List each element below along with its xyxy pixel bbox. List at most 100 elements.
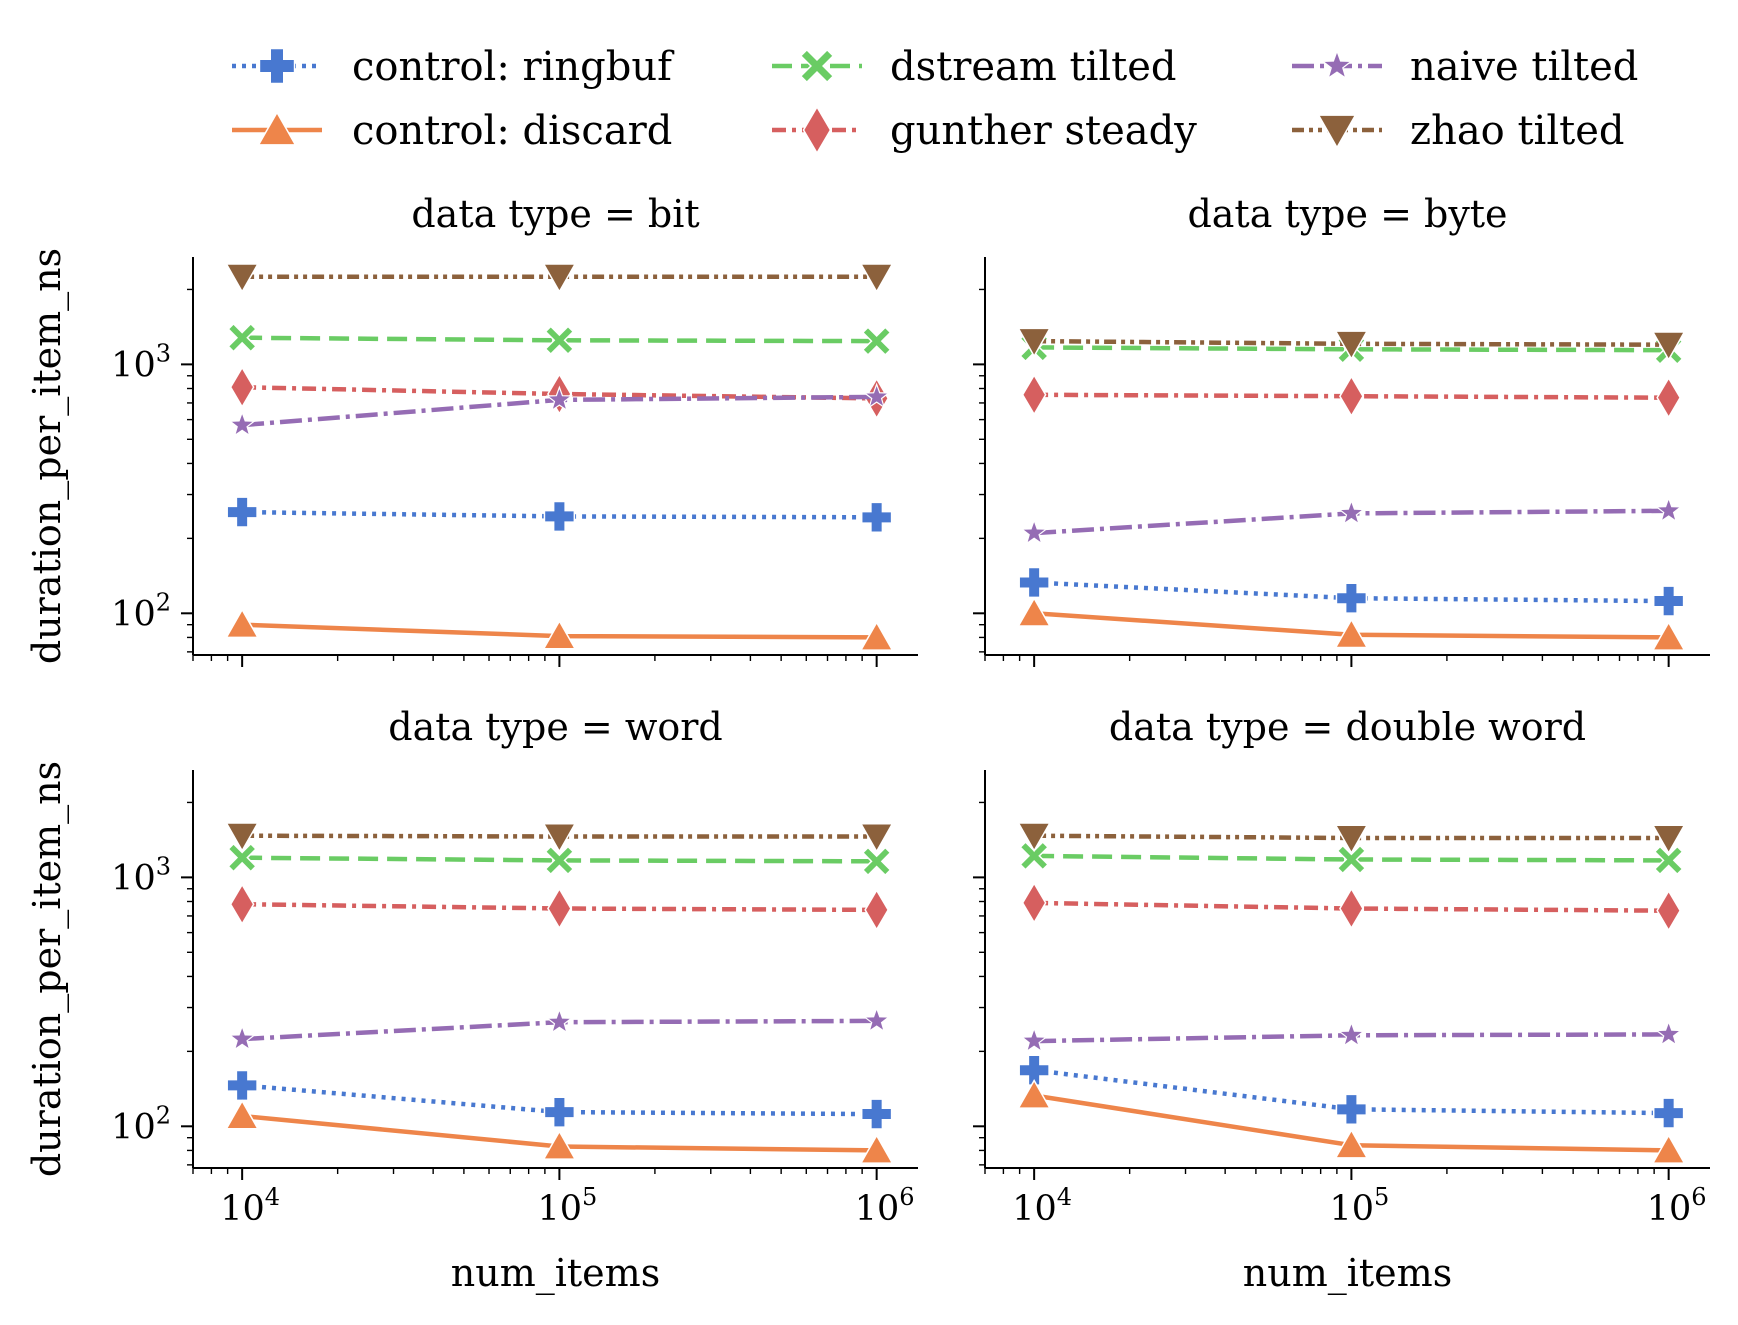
data-point (862, 1006, 891, 1033)
series-dstream-tilted (1019, 841, 1684, 876)
x-tick-label: 104 (1012, 1183, 1072, 1229)
data-point (226, 496, 258, 528)
data-point (226, 1069, 258, 1102)
panel-title: data type = bit (411, 192, 699, 236)
x-tick-label: 106 (1647, 1183, 1707, 1229)
data-point (859, 823, 894, 853)
series-control-discard (225, 1099, 894, 1164)
legend-marker-triangle-down (1317, 114, 1357, 150)
data-point (1336, 844, 1367, 875)
legend-item-control-discard: control: discard (232, 108, 672, 154)
data-point (1017, 822, 1052, 853)
data-point (1021, 881, 1047, 924)
y-axis-title: duration_per_item_ns (25, 761, 70, 1177)
series-line (242, 335, 877, 344)
data-point (545, 385, 574, 412)
y-tick-label: 103 (111, 339, 171, 385)
legend-marker-x (799, 48, 835, 84)
series-control-ringbuf (226, 496, 893, 534)
data-point (542, 263, 577, 294)
data-point (544, 325, 575, 356)
series-control-discard (1017, 596, 1686, 651)
data-point (544, 845, 575, 876)
data-point (543, 1096, 576, 1128)
panel-data-type-double-word: data type = double word 104 105 106 num_item… (973, 705, 1710, 1296)
data-point (1656, 376, 1682, 419)
data-point (1335, 1093, 1368, 1126)
data-point (229, 883, 255, 926)
series-naive-tilted (228, 1006, 891, 1051)
series-gunther-steady (229, 883, 890, 931)
data-point (225, 608, 260, 639)
data-point (1652, 585, 1685, 617)
data-point (229, 366, 255, 409)
x-tick-label: 105 (537, 1183, 597, 1229)
data-point (859, 620, 894, 651)
series-line (242, 855, 877, 864)
data-point (542, 619, 577, 650)
data-point (1017, 327, 1052, 358)
legend-item-control-ringbuf: control: ringbuf (232, 44, 675, 90)
panel-data-type-byte: data type = byte (973, 192, 1710, 667)
data-point (228, 1024, 256, 1051)
data-point (1018, 566, 1050, 599)
data-point (1017, 596, 1052, 627)
series-zhao-tilted (225, 263, 894, 294)
data-point (860, 501, 893, 534)
data-point (1656, 889, 1682, 932)
series-zhao-tilted (225, 822, 894, 853)
legend-item-dstream-tilted: dstream tilted (772, 44, 1177, 90)
data-point (542, 823, 577, 853)
data-point (861, 846, 892, 877)
legend-label: zhao tilted (1410, 108, 1625, 154)
data-point (864, 888, 890, 931)
legend-marker-plus (258, 47, 296, 85)
data-point (225, 1099, 260, 1130)
data-point (862, 382, 891, 409)
x-axis-title: num_items (451, 1251, 660, 1296)
data-point (225, 822, 260, 853)
data-point (542, 1129, 577, 1160)
y-tick-label: 103 (111, 852, 171, 898)
data-point (1020, 1026, 1048, 1053)
x-tick-label: 106 (855, 1183, 915, 1229)
series-control-ringbuf (1018, 566, 1685, 617)
series-line (1033, 1067, 1669, 1116)
data-point (1339, 887, 1364, 930)
y-tick-label: 102 (111, 1101, 171, 1147)
data-point (861, 326, 892, 356)
data-point (1021, 373, 1047, 416)
series-naive-tilted (1020, 1019, 1683, 1053)
legend-marker-star (1321, 49, 1353, 80)
data-point (1651, 824, 1686, 855)
data-point (1651, 1133, 1686, 1164)
series-gunther-steady (1021, 881, 1682, 932)
series-dstream-tilted (227, 322, 892, 356)
panel-data-type-word: data type = word 102 103 104 105 106 num_items… (25, 705, 918, 1296)
legend-marker-diamond (802, 105, 832, 155)
legend-label: gunther steady (890, 108, 1197, 154)
data-point (1334, 824, 1369, 855)
data-point (859, 1133, 894, 1164)
legend-marker-triangle-up (257, 110, 297, 146)
data-point (1020, 518, 1048, 545)
data-point (1654, 496, 1683, 523)
x-axis-title: num_items (1243, 1251, 1452, 1296)
series-control-ringbuf (1018, 1054, 1685, 1129)
legend-item-naive-tilted: naive tilted (1292, 44, 1638, 90)
legend-item-gunther-steady: gunther steady (772, 105, 1197, 155)
data-point (1334, 1128, 1369, 1159)
legend-item-zhao-tilted: zhao tilted (1292, 108, 1625, 154)
panel-title: data type = double word (1109, 705, 1586, 749)
series-control-discard (225, 608, 894, 651)
data-point (860, 1098, 893, 1130)
legend: control: ringbuf control: discard dstream … (232, 44, 1638, 155)
y-tick-label: 102 (111, 588, 171, 634)
panel-data-type-bit: data type = bit 102 103 duration_per_item_n… (25, 192, 918, 667)
data-point (1334, 330, 1369, 361)
data-point (227, 322, 258, 353)
data-point (227, 842, 258, 873)
data-point (1339, 375, 1364, 418)
data-point (545, 1007, 574, 1034)
